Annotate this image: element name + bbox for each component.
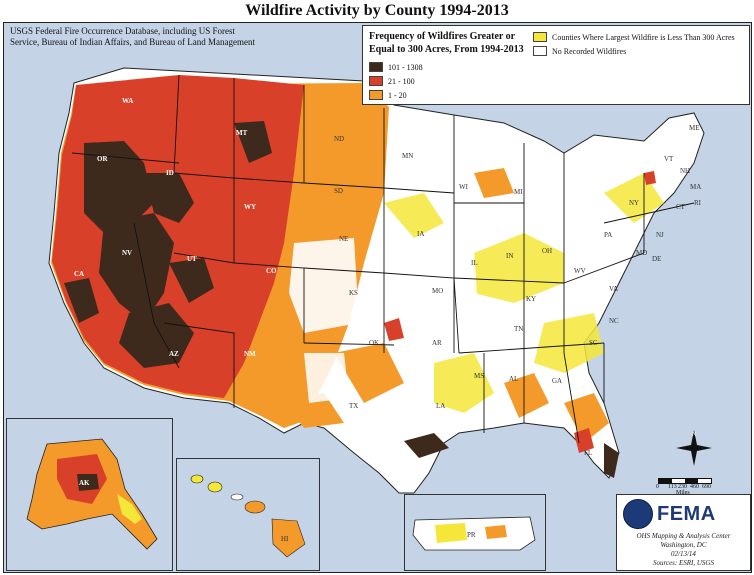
- state-label-ma: MA: [690, 183, 701, 191]
- scale-tick-0: 0: [656, 484, 659, 490]
- map-frame: WA OR ID MT WY NV UT CO CA AZ NM ND SD N…: [3, 22, 752, 573]
- hawaii-map: HI: [190, 474, 306, 558]
- state-label-wy: WY: [244, 203, 256, 211]
- credit-line-2: Washington, DC: [660, 541, 707, 549]
- legend-swatch-dark: [369, 62, 383, 72]
- state-label-id: ID: [166, 169, 174, 177]
- state-label-ok: OK: [369, 339, 379, 347]
- state-label-me: ME: [689, 124, 700, 132]
- state-label-mi: MI: [514, 188, 523, 196]
- state-label-al: AL: [509, 375, 518, 383]
- legend-item-none: No Recorded Wildfires: [533, 46, 626, 56]
- scale-bar-graphic: [658, 478, 712, 484]
- state-label-mn: MN: [402, 152, 413, 160]
- state-label-ia: IA: [417, 230, 424, 238]
- state-label-mt: MT: [236, 129, 248, 137]
- state-label-ar: AR: [432, 339, 442, 347]
- state-label-de: DE: [652, 255, 661, 263]
- state-label-ri: RI: [694, 199, 702, 207]
- scale-tick-3: 460: [690, 484, 699, 490]
- state-label-ca: CA: [74, 270, 84, 278]
- state-label-nc: NC: [609, 317, 619, 325]
- puerto-rico-map: PR: [412, 516, 536, 551]
- state-label-wv: WV: [574, 267, 586, 275]
- state-label-nv: NV: [122, 249, 132, 257]
- legend-swatch-white: [533, 46, 547, 56]
- scale-tick-4: 690: [702, 484, 711, 490]
- alaska-map: AK: [26, 438, 158, 550]
- state-label-ky: KY: [526, 295, 536, 303]
- scale-unit: Miles: [676, 490, 690, 496]
- state-label-nm: NM: [244, 350, 256, 358]
- state-label-ks: KS: [349, 289, 358, 297]
- alaska-inset: AK: [6, 418, 173, 571]
- credit-line-4: Sources: ESRI, USGS: [653, 559, 714, 567]
- scale-bar: 0 113 230 460 690 Miles: [654, 475, 714, 496]
- scale-tick-2: 230: [678, 484, 687, 490]
- legend: Frequency of Wildfires Greater or Equal …: [362, 25, 750, 105]
- state-label-sc: SC: [589, 339, 598, 347]
- state-label-wa: WA: [122, 97, 133, 105]
- scale-tick-1: 113: [668, 484, 677, 490]
- state-label-or: OR: [97, 155, 108, 163]
- state-label-vt: VT: [664, 155, 674, 163]
- state-label-md: MD: [636, 249, 647, 257]
- fema-credit-box: FEMA OHS Mapping & Analysis Center Washi…: [616, 494, 751, 571]
- state-label-oh: OH: [542, 247, 552, 255]
- legend-swatch-orange: [369, 90, 383, 100]
- state-label-wi: WI: [459, 183, 469, 191]
- hawaii-inset: HI: [176, 458, 320, 571]
- state-label-pa: PA: [604, 231, 612, 239]
- state-boundaries: [71, 74, 695, 444]
- puerto-rico-inset: PR: [404, 494, 546, 571]
- compass-icon: N: [676, 430, 712, 466]
- legend-label-none: No Recorded Wildfires: [552, 46, 627, 56]
- state-label-mo: MO: [432, 287, 443, 295]
- state-label-tn: TN: [514, 325, 523, 333]
- state-label-ny: NY: [629, 199, 639, 207]
- state-label-pr: PR: [467, 531, 476, 539]
- credit-line-3: 02/13/14: [671, 550, 696, 558]
- state-label-ct: CT: [676, 203, 686, 211]
- fema-credits: OHS Mapping & Analysis Center Washington…: [621, 532, 746, 568]
- legend-label-high: 101 - 1308: [388, 62, 423, 72]
- legend-label-small: Counties Where Largest Wildfire is Less …: [552, 32, 735, 42]
- legend-label-medium: 21 - 100: [388, 76, 415, 86]
- state-label-co: CO: [266, 267, 277, 275]
- state-label-ga: GA: [552, 377, 562, 385]
- legend-label-low: 1 - 20: [388, 90, 407, 100]
- state-label-ak: AK: [79, 479, 90, 487]
- state-label-fl: FL: [584, 449, 592, 457]
- source-note: USGS Federal Fire Occurrence Database, i…: [10, 26, 255, 47]
- state-label-la: LA: [436, 402, 445, 410]
- state-label-nd: ND: [334, 135, 344, 143]
- legend-item-high: 101 - 1308: [369, 62, 423, 72]
- state-label-in: IN: [506, 252, 513, 260]
- state-label-ut: UT: [187, 255, 197, 263]
- credit-line-1: OHS Mapping & Analysis Center: [636, 532, 731, 540]
- legend-item-medium: 21 - 100: [369, 76, 415, 86]
- state-label-nh: NH: [680, 167, 690, 175]
- legend-item-small: Counties Where Largest Wildfire is Less …: [533, 32, 735, 42]
- compass-n: N: [692, 432, 697, 438]
- state-label-ms: MS: [474, 372, 484, 380]
- legend-swatch-yellow: [533, 32, 547, 42]
- state-labels: WA OR ID MT WY NV UT CO CA AZ NM ND SD N…: [74, 97, 702, 457]
- state-label-ne: NE: [339, 235, 348, 243]
- state-label-va: VA: [609, 285, 618, 293]
- state-label-nj: NJ: [656, 231, 664, 239]
- map-title: Wildfire Activity by County 1994-2013: [245, 2, 509, 19]
- legend-title: Frequency of Wildfires Greater or Equal …: [369, 31, 524, 55]
- state-label-hi: HI: [281, 535, 289, 543]
- conus-map: WA OR ID MT WY NV UT CO CA AZ NM ND SD N…: [48, 67, 705, 494]
- fema-logo-text: FEMA: [657, 503, 716, 525]
- state-label-tx: TX: [349, 402, 358, 410]
- state-label-az: AZ: [169, 350, 179, 358]
- dhs-seal-icon: [623, 499, 653, 529]
- state-label-sd: SD: [334, 187, 343, 195]
- legend-item-low: 1 - 20: [369, 90, 407, 100]
- state-label-il: IL: [471, 259, 478, 267]
- legend-swatch-red: [369, 76, 383, 86]
